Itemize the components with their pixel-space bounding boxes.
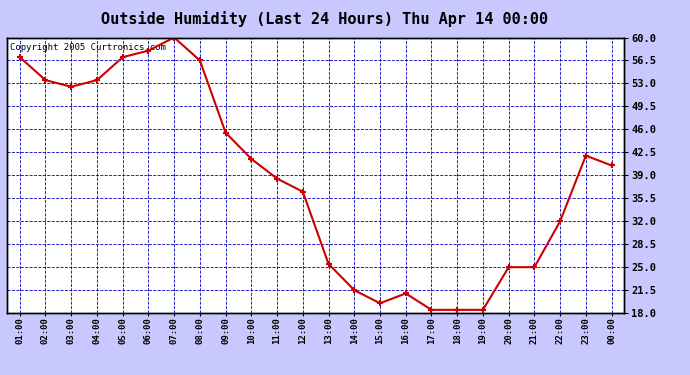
Text: Copyright 2005 Curtronics.com: Copyright 2005 Curtronics.com — [10, 43, 166, 52]
Text: Outside Humidity (Last 24 Hours) Thu Apr 14 00:00: Outside Humidity (Last 24 Hours) Thu Apr… — [101, 11, 548, 27]
